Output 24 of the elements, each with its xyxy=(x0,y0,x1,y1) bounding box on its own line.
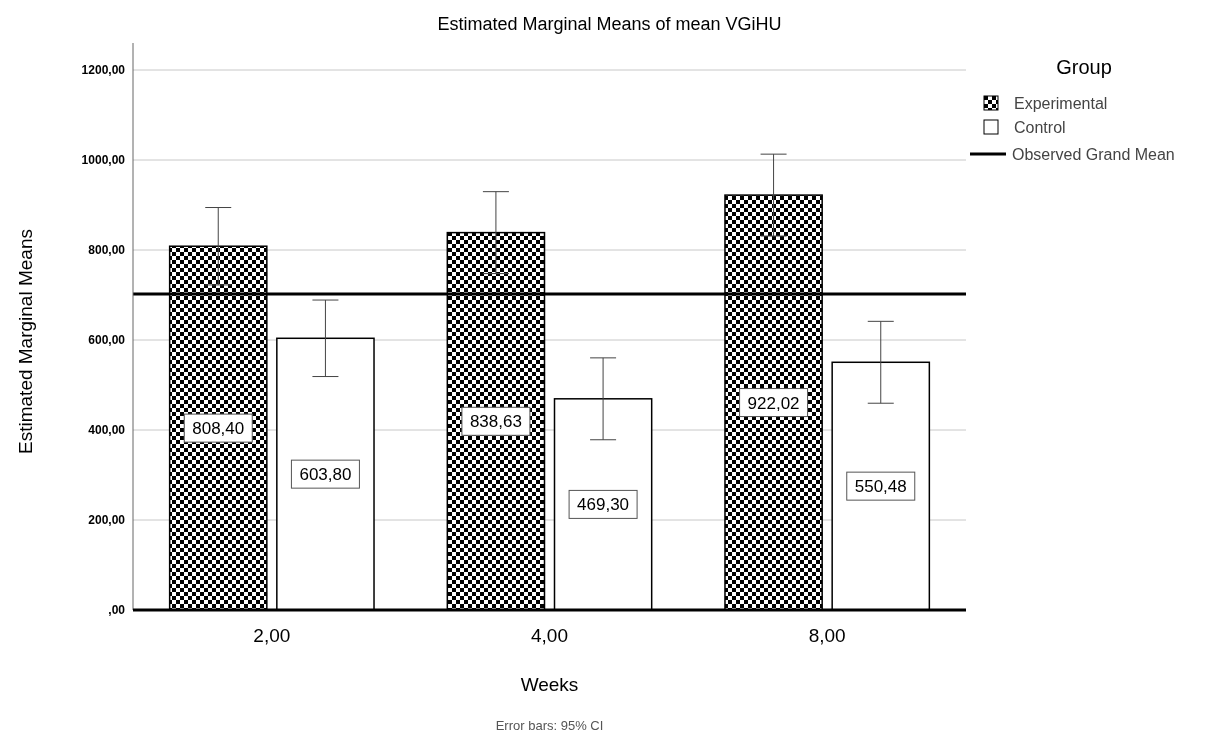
x-tick-label: 8,00 xyxy=(808,625,846,646)
y-tick-label: 1000,00 xyxy=(81,153,126,167)
y-tick-label: 600,00 xyxy=(88,333,126,347)
y-tick-label: 200,00 xyxy=(88,513,126,527)
data-label: 603,80 xyxy=(299,465,352,485)
legend-label: Experimental xyxy=(1014,95,1108,112)
y-tick-label: 1200,00 xyxy=(81,63,126,77)
legend-label: Observed Grand Mean xyxy=(1012,146,1175,163)
data-label: 808,40 xyxy=(192,419,245,439)
legend-title: Group xyxy=(1056,56,1112,78)
x-axis-title: Weeks xyxy=(520,674,579,695)
y-tick-label: 800,00 xyxy=(88,243,126,257)
chart-title: Estimated Marginal Means of mean VGiHU xyxy=(437,14,782,34)
data-label: 469,30 xyxy=(577,495,630,515)
y-tick-label: 400,00 xyxy=(88,423,126,437)
y-axis-title: Estimated Marginal Means xyxy=(15,229,36,454)
data-label: 550,48 xyxy=(854,477,907,497)
text: Error bars: 95% CI xyxy=(495,718,604,733)
x-tick-label: 4,00 xyxy=(531,625,568,646)
legend-label: Control xyxy=(1014,119,1066,136)
data-label: 922,02 xyxy=(747,393,800,413)
y-tick-label: ,00 xyxy=(108,603,126,617)
data-label: 838,63 xyxy=(469,412,522,432)
x-tick-label: 2,00 xyxy=(253,625,291,646)
